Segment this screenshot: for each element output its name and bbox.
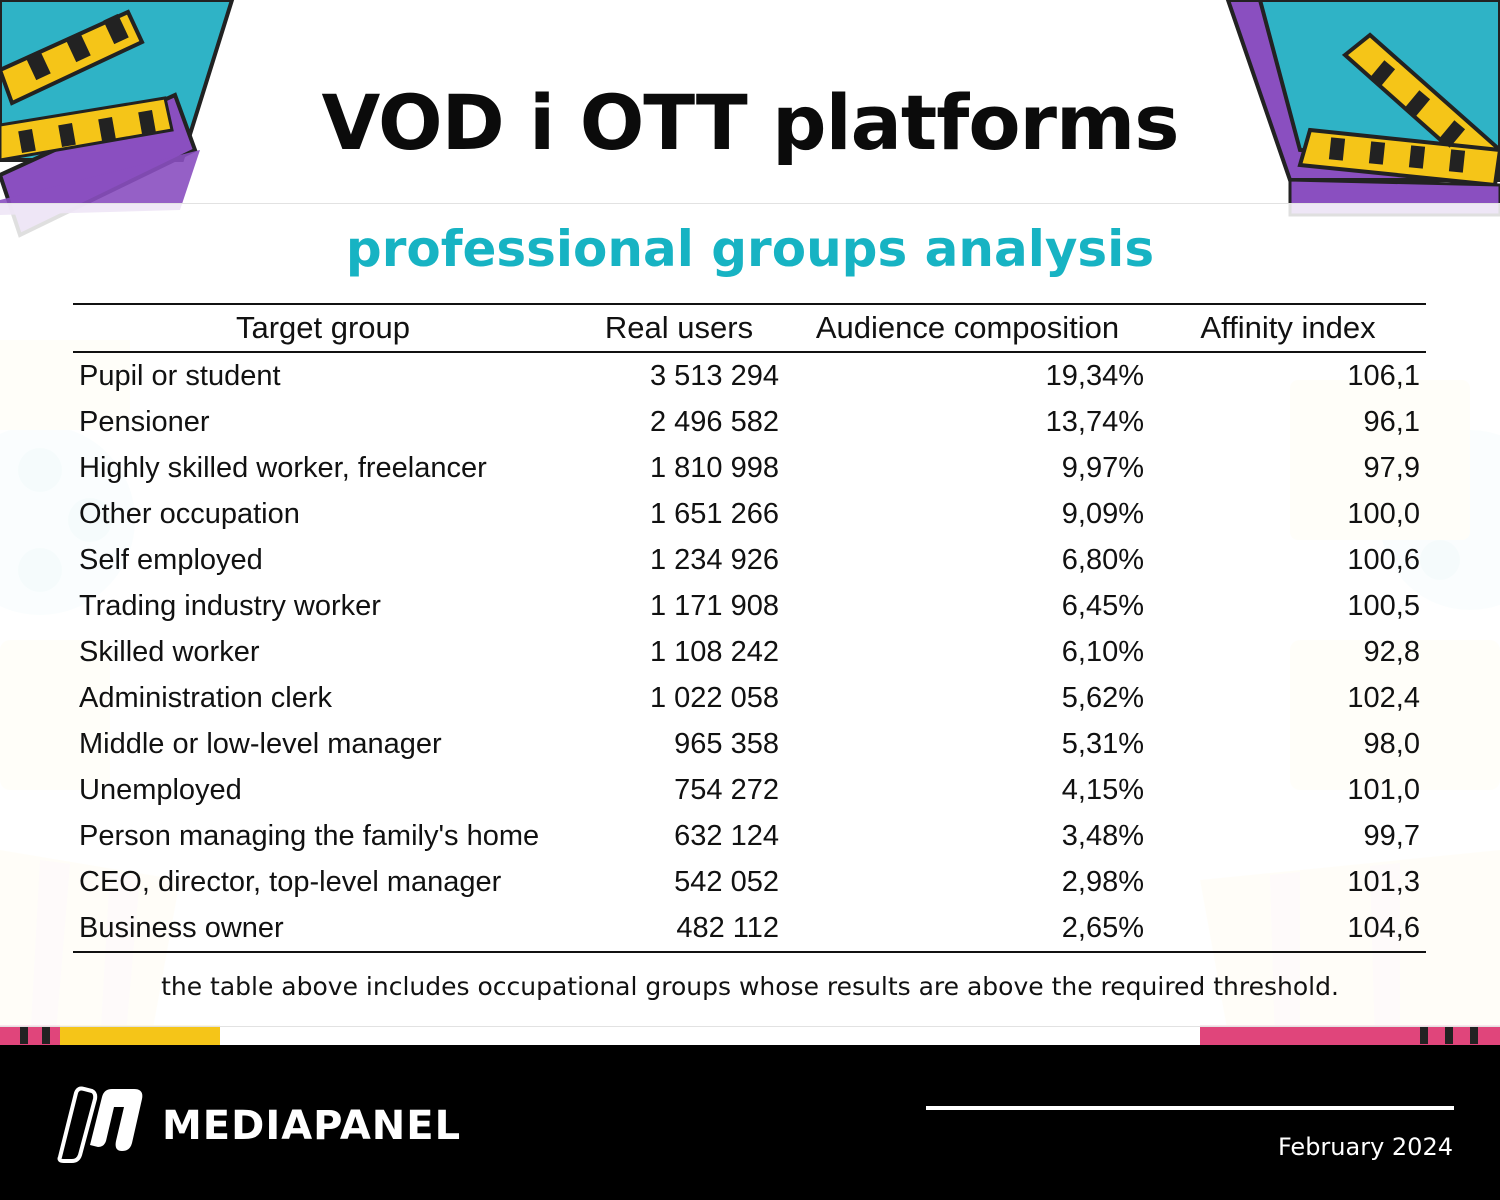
- cell-real-users: 1 171 908: [649, 589, 779, 622]
- cell-real-users: 542 052: [674, 865, 779, 898]
- cell-target-group: Business owner: [73, 905, 573, 953]
- cell-affinity-index: 92,8: [1363, 635, 1420, 668]
- table-body: Pupil or student 3 513 294 19,34% 106,1 Pens…: [73, 352, 1426, 953]
- table-row: Person managing the family's home 632 124…: [73, 813, 1426, 859]
- cell-affinity-index: 100,0: [1347, 497, 1420, 530]
- cell-audience-composition: 6,80%: [1061, 543, 1144, 576]
- cell-audience-composition: 6,10%: [1061, 635, 1144, 668]
- cell-affinity-index: 98,0: [1363, 727, 1420, 760]
- cell-target-group: CEO, director, top-level manager: [79, 865, 502, 898]
- cell-target-group: Other occupation: [79, 497, 300, 530]
- table-row: Business owner 482 112 2,65% 104,6: [73, 905, 1426, 953]
- table-row: Unemployed 754 272 4,15% 101,0: [73, 767, 1426, 813]
- table-row: Skilled worker 1 108 242 6,10% 92,8: [73, 629, 1426, 675]
- cell-affinity-index: 101,0: [1347, 773, 1420, 806]
- cell-real-users: 1 108 242: [649, 635, 779, 668]
- cell-affinity-index: 97,9: [1363, 451, 1420, 484]
- cell-affinity-index: 101,3: [1347, 865, 1420, 898]
- column-header-real-users: Real users: [573, 303, 785, 353]
- cell-audience-composition: 5,62%: [1061, 681, 1144, 714]
- cell-real-users: 632 124: [674, 819, 779, 852]
- table-row: Self employed 1 234 926 6,80% 100,6: [73, 537, 1426, 583]
- table-row: Trading industry worker 1 171 908 6,45% 100…: [73, 583, 1426, 629]
- cell-audience-composition: 9,97%: [1061, 451, 1144, 484]
- column-header-target-group: Target group: [73, 303, 573, 353]
- professional-groups-table: Target group Real users Audience composi…: [73, 303, 1426, 953]
- cell-audience-composition: 5,31%: [1061, 727, 1144, 760]
- footer-divider: [926, 1106, 1454, 1110]
- cell-audience-composition: 13,74%: [1045, 405, 1144, 438]
- footnote: the table above includes occupational gr…: [161, 972, 1339, 1001]
- table-row: Pensioner 2 496 582 13,74% 96,1: [73, 399, 1426, 445]
- cell-target-group: Middle or low-level manager: [79, 727, 442, 760]
- cell-real-users: 1 810 998: [649, 451, 779, 484]
- cell-affinity-index: 100,5: [1347, 589, 1420, 622]
- cell-affinity-index: 106,1: [1347, 359, 1420, 392]
- film-strip-bottom-right-icon: [1200, 1025, 1500, 1045]
- page-subtitle: professional groups analysis: [345, 220, 1155, 278]
- table-row: Pupil or student 3 513 294 19,34% 106,1: [73, 352, 1426, 399]
- table-row: Middle or low-level manager 965 358 5,31% 9…: [73, 721, 1426, 767]
- table-row: CEO, director, top-level manager 542 052 2…: [73, 859, 1426, 905]
- mediapanel-logo-icon: [57, 1086, 143, 1163]
- page-title: VOD i OTT platforms: [321, 78, 1180, 167]
- cell-target-group: Administration clerk: [79, 681, 333, 714]
- cell-real-users: 2 496 582: [649, 405, 779, 438]
- table-row: Other occupation 1 651 266 9,09% 100,0: [73, 491, 1426, 537]
- cell-real-users: 1 234 926: [649, 543, 779, 576]
- table-header-row: Target group Real users Audience composi…: [73, 303, 1426, 353]
- footer-bar: MEDIAPANEL February 2024: [0, 1045, 1500, 1200]
- cell-target-group: Self employed: [79, 543, 263, 576]
- cell-target-group: Pupil or student: [79, 359, 281, 392]
- cell-real-users: 965 358: [674, 727, 779, 760]
- cell-affinity-index: 100,6: [1347, 543, 1420, 576]
- cell-audience-composition: 19,34%: [1045, 359, 1144, 392]
- cell-audience-composition: 4,15%: [1061, 773, 1144, 806]
- cell-target-group: Pensioner: [79, 405, 210, 438]
- column-header-affinity-index: Affinity index: [1150, 303, 1426, 353]
- table-row: Administration clerk 1 022 058 5,62% 102,4: [73, 675, 1426, 721]
- cell-audience-composition: 9,09%: [1061, 497, 1144, 530]
- film-strip-bottom-left-icon: [0, 1025, 220, 1045]
- clapperboard-top-right-icon: [1225, 0, 1500, 217]
- column-header-audience-composition: Audience composition: [785, 303, 1150, 353]
- cell-target-group: Person managing the family's home: [79, 819, 540, 852]
- clapperboard-top-left-icon: [0, 0, 235, 238]
- cell-target-group: Unemployed: [79, 773, 242, 806]
- cell-target-group: Trading industry worker: [79, 589, 381, 622]
- cell-real-users: 1 022 058: [649, 681, 779, 714]
- cell-real-users: 3 513 294: [649, 359, 779, 392]
- table-row: Highly skilled worker, freelancer 1 810 9…: [73, 445, 1426, 491]
- cell-affinity-index: 96,1: [1363, 405, 1420, 438]
- cell-target-group: Skilled worker: [79, 635, 260, 668]
- cell-real-users: 754 272: [674, 773, 779, 806]
- cell-real-users: 1 651 266: [649, 497, 779, 530]
- cell-affinity-index: 104,6: [1150, 905, 1426, 953]
- cell-audience-composition: 2,65%: [785, 905, 1150, 953]
- cell-affinity-index: 102,4: [1347, 681, 1420, 714]
- cell-target-group: Highly skilled worker, freelancer: [79, 451, 487, 484]
- cell-audience-composition: 6,45%: [1061, 589, 1144, 622]
- publication-date: February 2024: [1277, 1133, 1453, 1161]
- cell-audience-composition: 2,98%: [1061, 865, 1144, 898]
- cell-affinity-index: 99,7: [1363, 819, 1420, 852]
- brand-name: MEDIAPANEL: [162, 1103, 462, 1149]
- cell-real-users: 482 112: [573, 905, 785, 953]
- cell-audience-composition: 3,48%: [1061, 819, 1144, 852]
